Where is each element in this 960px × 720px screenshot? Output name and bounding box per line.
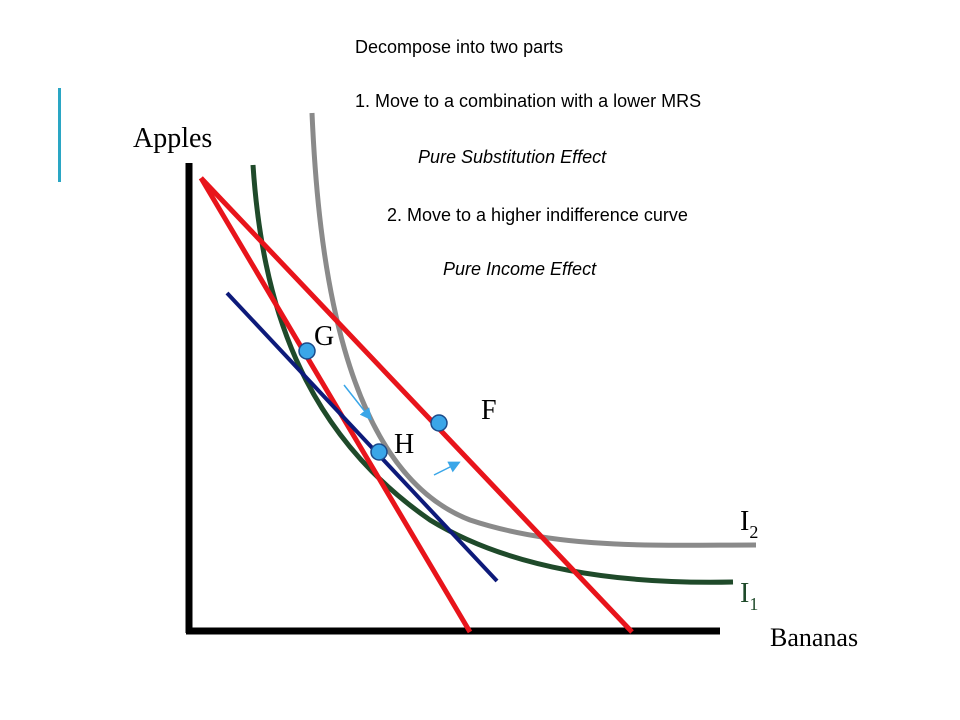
point-H-label: H (394, 429, 414, 460)
point-F-marker (430, 414, 448, 432)
point-G-marker (298, 342, 316, 360)
compensated-budget-line (225, 291, 499, 583)
x-axis-label: Bananas (770, 623, 858, 652)
indifference-curve-I1 (250, 164, 734, 585)
curve-I2-subscript: 2 (749, 522, 758, 542)
budget-line-new (199, 176, 634, 634)
curve-I2-label: I2 (740, 506, 758, 542)
income-arrow (433, 461, 461, 476)
notes-step1: 1. Move to a combination with a lower MR… (355, 91, 701, 111)
notes-heading: Decompose into two parts (355, 37, 563, 57)
point-H-marker (370, 443, 388, 461)
point-F-label: F (481, 395, 497, 426)
indifference-curve-I2 (309, 112, 757, 548)
accent-bar (58, 88, 61, 182)
y-axis-label: Apples (133, 123, 212, 154)
curve-I1-letter: I (740, 578, 749, 609)
substitution-arrow (343, 384, 372, 421)
curve-I1-subscript: 1 (749, 594, 758, 614)
point-G-label: G (314, 321, 334, 352)
notes-effect2: Pure Income Effect (443, 259, 597, 279)
notes-step2: 2. Move to a higher indifference curve (387, 205, 688, 225)
curve-I2-letter: I (740, 506, 749, 537)
notes-effect1: Pure Substitution Effect (418, 147, 607, 167)
curve-I1-label: I1 (740, 578, 758, 614)
budget-line-original (198, 176, 473, 634)
